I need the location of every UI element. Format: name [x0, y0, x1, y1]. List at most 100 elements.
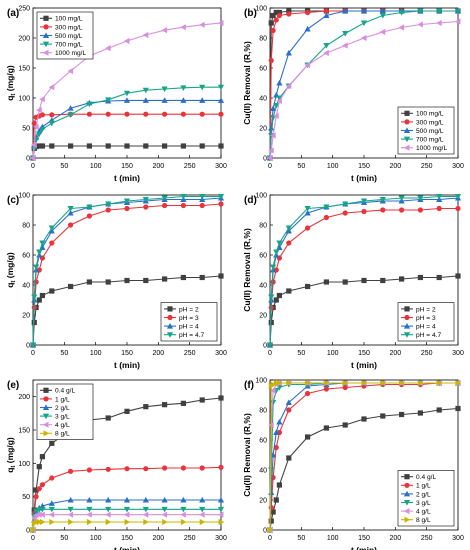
data-point: [124, 205, 130, 212]
legend-marker: [403, 127, 411, 133]
data-point: [86, 279, 92, 285]
data-point: [30, 526, 37, 534]
y-axis-label: qt (mg/g): [5, 65, 17, 101]
legend-marker: [403, 332, 411, 338]
panel-label: (e): [7, 380, 19, 391]
data-point: [361, 416, 367, 422]
legend-marker: [404, 474, 410, 480]
data-point: [105, 415, 111, 421]
y-axis-label: qt (mg/g): [5, 252, 17, 288]
data-point: [218, 395, 224, 401]
legend-marker: [43, 387, 49, 393]
data-point: [48, 84, 55, 91]
y-tick-label: 80: [259, 36, 267, 43]
data-point: [273, 17, 279, 23]
y-tick-label: 100: [255, 6, 267, 13]
data-point: [417, 274, 423, 281]
data-point: [199, 84, 206, 91]
data-point: [323, 214, 329, 221]
legend-label: 500 mg/L: [55, 33, 83, 40]
x-tick-label: 300: [452, 350, 464, 357]
data-point: [86, 204, 93, 211]
x-axis-label: t (min): [114, 173, 140, 183]
data-point: [33, 264, 40, 271]
data-point: [436, 8, 443, 15]
legend-marker: [167, 306, 173, 312]
data-point: [161, 195, 168, 202]
x-tick-label: 0: [268, 350, 272, 357]
data-point: [180, 97, 187, 103]
data-point: [455, 379, 462, 387]
data-point: [68, 143, 74, 149]
data-point: [180, 202, 186, 209]
data-point: [268, 57, 274, 64]
y-tick-label: 40: [22, 283, 30, 290]
data-point: [379, 197, 386, 203]
x-tick-label: 150: [121, 535, 133, 542]
data-point: [380, 379, 386, 387]
y-tick-label: 100: [255, 193, 267, 200]
legend-label: pH = 4.7: [416, 332, 441, 339]
data-point: [49, 518, 55, 526]
y-tick-label: 80: [22, 223, 30, 230]
data-point: [39, 518, 46, 526]
panel-label: (f): [244, 380, 254, 391]
data-point: [305, 390, 311, 397]
data-point: [180, 518, 187, 526]
data-point: [31, 141, 37, 148]
x-tick-label: 300: [452, 535, 464, 542]
data-point: [417, 8, 424, 15]
data-point: [124, 277, 130, 284]
data-point: [142, 97, 149, 103]
data-point: [218, 518, 225, 526]
data-point: [143, 518, 149, 526]
legend-box: [397, 470, 455, 527]
data-point: [68, 222, 74, 228]
data-point: [276, 97, 282, 105]
x-tick-label: 150: [121, 163, 133, 170]
y-tick-label: 40: [259, 96, 267, 103]
data-point: [304, 206, 311, 212]
data-point: [454, 18, 461, 25]
data-point: [105, 111, 111, 117]
data-point: [273, 249, 280, 256]
data-point: [455, 273, 461, 279]
y-tick-label: 0: [26, 528, 30, 535]
data-point: [48, 500, 55, 506]
data-point: [67, 206, 74, 212]
legend-marker: [404, 516, 411, 523]
y-tick-label: 100: [18, 461, 30, 468]
x-tick-label: 100: [327, 350, 339, 357]
data-point: [217, 496, 225, 503]
x-tick-label: 250: [421, 163, 433, 170]
data-point: [33, 494, 39, 500]
chart-panel: 0 50 100 150 200 250 300 0 50 100 150 200 250 t (min)…: [5, 6, 227, 184]
plot-frame: [32, 379, 222, 531]
x-tick-label: 200: [152, 535, 164, 542]
data-point: [305, 379, 311, 387]
data-point: [436, 19, 442, 27]
data-point: [36, 518, 43, 526]
data-point: [199, 506, 206, 513]
chart-panel: 0 50 100 150 200 250 300 0 20 40 60 80 100 t (min) Cu(…: [242, 378, 464, 550]
y-tick-label: 100: [255, 378, 267, 385]
x-tick-label: 250: [184, 535, 196, 542]
legend-label: 300 mg/L: [55, 24, 83, 31]
data-point: [217, 511, 224, 518]
data-point: [270, 381, 277, 388]
data-point: [199, 202, 205, 209]
data-point: [33, 512, 39, 519]
data-point: [161, 506, 168, 513]
data-point: [142, 496, 149, 503]
legend-label: 100 mg/L: [416, 111, 444, 118]
data-point: [33, 279, 39, 285]
data-point: [286, 379, 292, 387]
x-tick-label: 100: [90, 350, 102, 357]
legend-label: 1000 mg/L: [55, 50, 86, 57]
legend-marker: [42, 32, 50, 38]
data-point: [323, 12, 330, 18]
data-point: [270, 27, 276, 34]
data-point: [161, 97, 168, 103]
data-point: [455, 405, 461, 412]
